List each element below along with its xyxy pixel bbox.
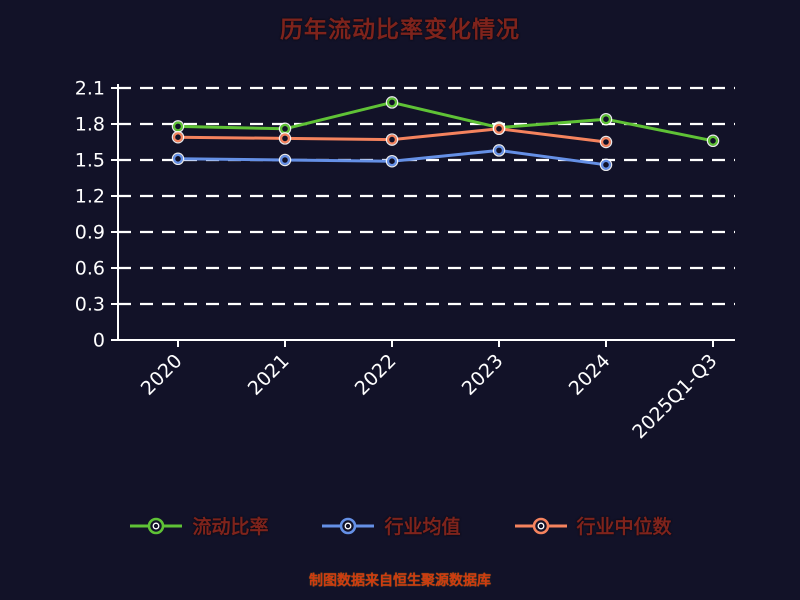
data-point-halo bbox=[599, 158, 613, 172]
data-point-halo bbox=[599, 112, 613, 126]
x-axis-label: 2024 bbox=[565, 350, 615, 400]
legend-marker-current-ratio bbox=[130, 517, 183, 534]
x-axis-label: 2021 bbox=[244, 350, 294, 400]
data-point-halo bbox=[278, 132, 292, 145]
data-point-series-0 bbox=[280, 123, 291, 134]
y-axis-label: 1.2 bbox=[75, 186, 105, 208]
data-point-series-0 bbox=[387, 97, 398, 108]
line-chart-plot: 0 0.3 0.6 0.9 1.2 1.5 1.8 2.1 2020 2021 2022 2023 20… bbox=[75, 78, 735, 443]
series-line-0 bbox=[176, 100, 715, 143]
legend-label-industry-mean: 行业均值 bbox=[384, 516, 461, 538]
x-axis-label: 2022 bbox=[351, 350, 401, 400]
data-point-series-2 bbox=[600, 137, 611, 148]
data-point-halo bbox=[706, 134, 720, 148]
legend-label-industry-median: 行业中位数 bbox=[576, 516, 672, 538]
y-axis-label: 0 bbox=[93, 330, 105, 352]
x-axis-label: 2025Q1-Q3 bbox=[628, 350, 721, 443]
source-caption: 制图数据来自恒生聚源数据库 bbox=[309, 573, 491, 589]
legend-item-current-ratio: 流动比率 bbox=[128, 512, 268, 539]
x-axis-label: 2023 bbox=[458, 350, 508, 400]
y-axis-label: 1.5 bbox=[75, 150, 105, 172]
legend: 流动比率 行业均值 行业中位数 bbox=[0, 512, 800, 539]
data-point-series-1 bbox=[600, 159, 611, 170]
data-point-series-0 bbox=[173, 121, 184, 132]
data-point-series-1 bbox=[387, 156, 398, 167]
y-axis-label: 2.1 bbox=[75, 78, 105, 100]
data-point-series-0 bbox=[707, 135, 718, 146]
data-point-series-2 bbox=[280, 133, 291, 144]
data-point-halo bbox=[385, 154, 399, 168]
legend-item-industry-median: 行业中位数 bbox=[513, 512, 672, 539]
chart-title: 历年流动比率变化情况 bbox=[280, 17, 520, 43]
data-point-halo bbox=[171, 130, 185, 144]
legend-label-current-ratio: 流动比率 bbox=[192, 516, 269, 538]
legend-item-industry-mean: 行业均值 bbox=[320, 512, 461, 539]
data-point-halo bbox=[385, 96, 399, 109]
legend-marker-industry-mean bbox=[322, 517, 375, 534]
data-point-halo bbox=[171, 152, 185, 166]
data-point-halo bbox=[385, 133, 399, 146]
data-point-series-0 bbox=[600, 114, 611, 125]
legend-marker-industry-median bbox=[514, 517, 567, 534]
data-point-series-2 bbox=[494, 123, 505, 134]
data-point-halo bbox=[492, 122, 506, 136]
y-axis-label: 1.8 bbox=[75, 114, 105, 136]
data-point-halo bbox=[599, 135, 613, 149]
y-axis-label: 0.9 bbox=[75, 222, 105, 244]
data-point-series-2 bbox=[387, 134, 398, 145]
data-point-series-1 bbox=[494, 145, 505, 156]
data-point-halo bbox=[278, 153, 292, 167]
x-axis-label: 2020 bbox=[137, 350, 187, 400]
data-point-series-2 bbox=[173, 132, 184, 143]
data-point-series-1 bbox=[173, 153, 184, 164]
data-point-series-1 bbox=[280, 155, 291, 166]
y-axis-label: 0.3 bbox=[75, 294, 105, 316]
y-axis-label: 0.6 bbox=[75, 258, 105, 280]
data-point-halo bbox=[492, 144, 506, 157]
